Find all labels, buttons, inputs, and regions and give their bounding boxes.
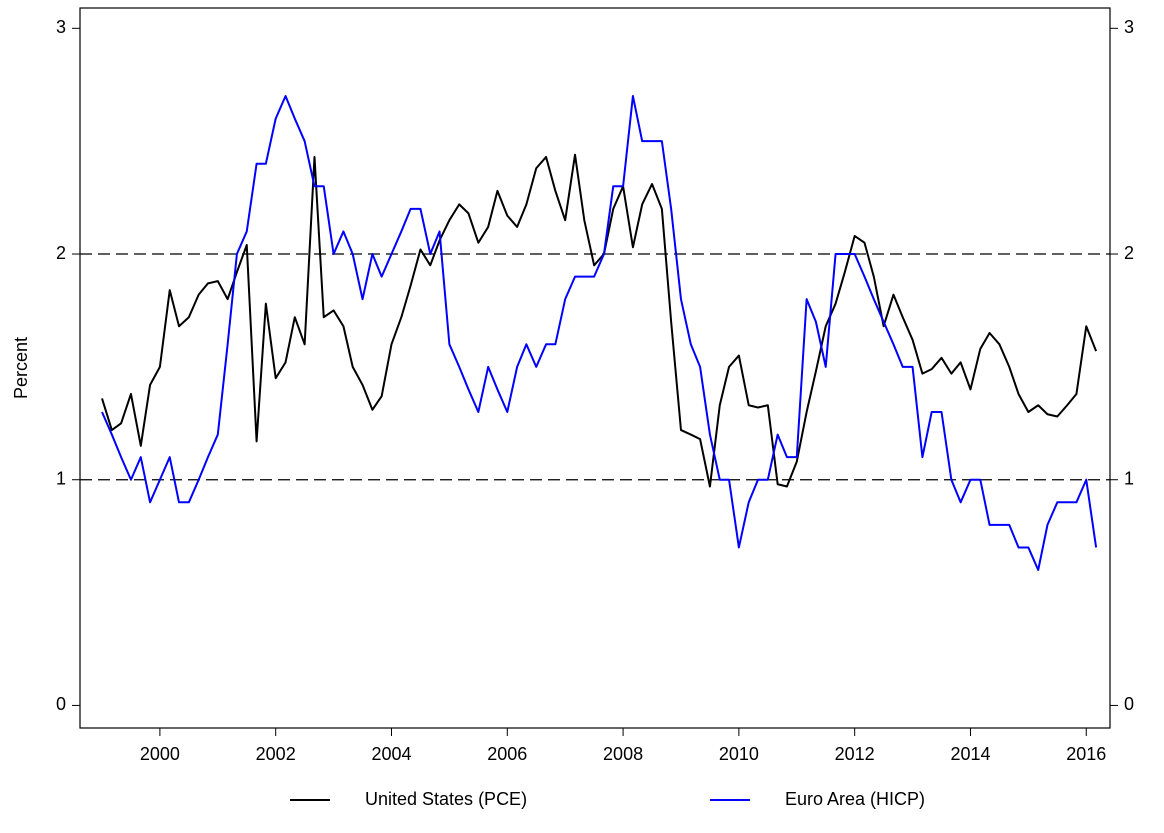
x-tick-label: 2002 [256,744,296,764]
y2-tick-label: 3 [1124,17,1134,37]
y-axis-label: Percent [11,337,31,399]
x-tick-label: 2004 [371,744,411,764]
x-tick-label: 2008 [603,744,643,764]
x-tick-label: 2010 [719,744,759,764]
y-tick-label: 0 [56,694,66,714]
y2-tick-label: 1 [1124,468,1134,488]
series-line [101,153,1098,488]
plot-frame [79,7,1111,729]
legend-label: Euro Area (HICP) [785,789,925,809]
series-line [101,95,1098,572]
y-tick-label: 3 [56,17,66,37]
legend-label: United States (PCE) [365,789,527,809]
x-tick-label: 2016 [1066,744,1106,764]
y2-tick-label: 2 [1124,243,1134,263]
y-tick-label: 1 [56,468,66,488]
x-tick-label: 2000 [140,744,180,764]
x-tick-label: 2012 [835,744,875,764]
x-tick-label: 2014 [950,744,990,764]
x-tick-label: 2006 [487,744,527,764]
y2-tick-label: 0 [1124,694,1134,714]
y-tick-label: 2 [56,243,66,263]
